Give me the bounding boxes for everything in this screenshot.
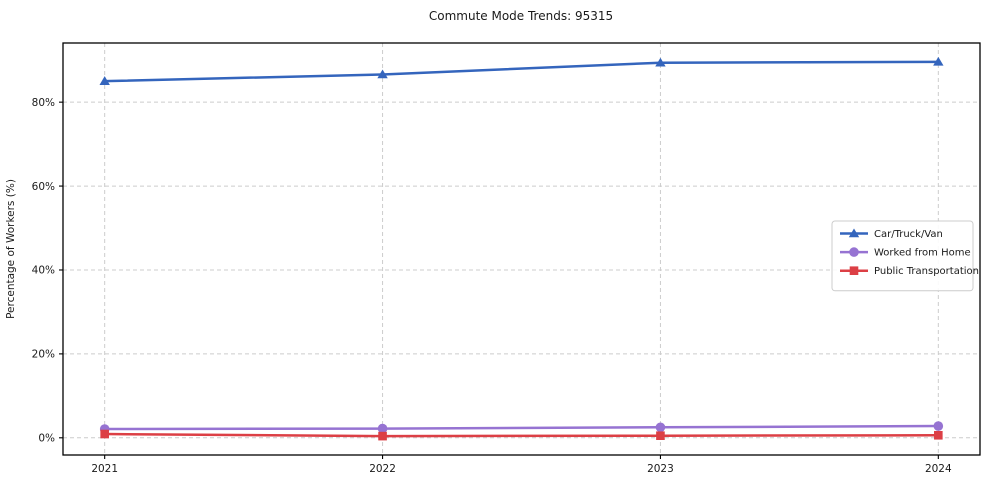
x-tick-label: 2023 — [647, 463, 674, 475]
data-point-worked-from-home — [377, 423, 388, 434]
y-tick-label: 60% — [32, 181, 55, 193]
legend-label-public-transportation: Public Transportation — [874, 266, 979, 277]
tick-marks — [59, 101, 939, 459]
data-point-car-truck-van — [377, 69, 388, 79]
y-tick-label: 0% — [38, 432, 55, 444]
plot-border — [62, 42, 981, 456]
legend-label-car-truck-van: Car/Truck/Van — [874, 229, 943, 240]
legend: Car/Truck/Van Worked from Home Public Tran… — [831, 220, 979, 292]
legend-marker-public-transportation — [849, 266, 859, 275]
data-point-car-truck-van — [933, 56, 944, 66]
series-line-public-transportation — [103, 432, 940, 438]
data-point-public-transportation — [934, 430, 943, 440]
legend-box — [831, 220, 974, 292]
x-tick-label: 2022 — [369, 463, 396, 475]
legend-marker-worked-from-home — [849, 247, 859, 257]
legend-marker-car-truck-van — [848, 228, 860, 238]
data-point-public-transportation — [100, 429, 109, 439]
chart-title: Commute Mode Trends: 95315 — [429, 9, 613, 23]
y-axis-label: Percentage of Workers (%) — [5, 179, 17, 319]
y-tick-label: 40% — [32, 265, 55, 277]
data-point-worked-from-home — [655, 422, 666, 433]
legend-label-worked-from-home: Worked from Home — [874, 248, 971, 259]
x-tick-label: 2021 — [91, 463, 118, 475]
y-tick-label: 20% — [32, 349, 55, 361]
series-layer — [99, 56, 944, 441]
tick-labels: 0% 20% 40% 60% 80% 2021 2022 2023 2024 — [32, 97, 952, 475]
data-point-public-transportation — [656, 431, 665, 441]
data-point-public-transportation — [378, 431, 387, 441]
x-tick-label: 2024 — [925, 463, 952, 475]
y-tick-label: 80% — [32, 97, 55, 109]
series-line-car-truck-van — [103, 60, 940, 83]
data-point-car-truck-van — [99, 76, 110, 85]
series-line-worked-from-home — [103, 424, 940, 431]
data-point-worked-from-home — [933, 421, 944, 431]
data-point-car-truck-van — [655, 57, 666, 67]
